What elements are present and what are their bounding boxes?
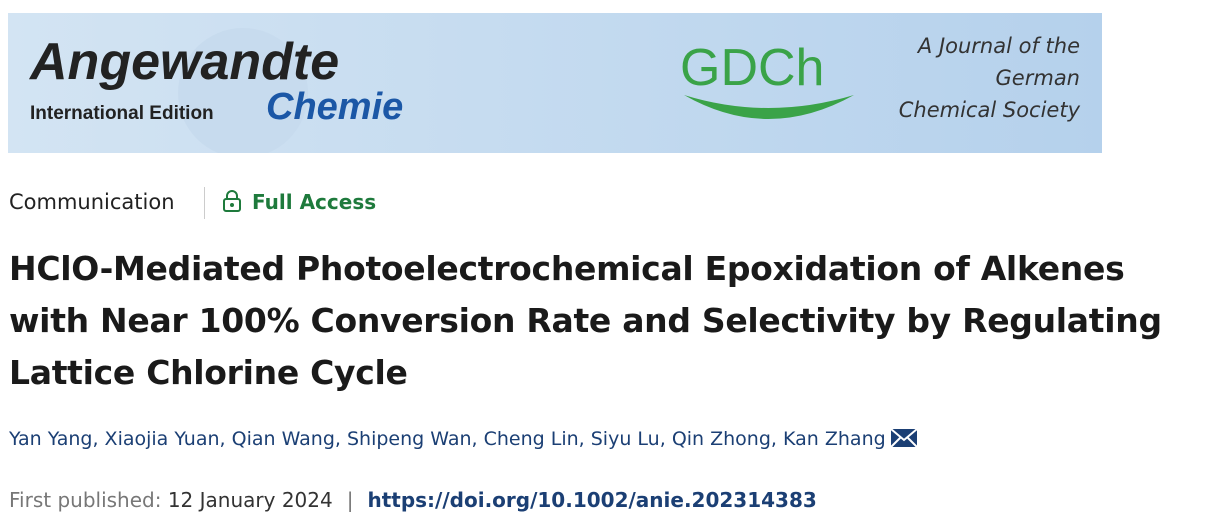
published-label: First published: <box>9 488 162 512</box>
author-separator: , <box>770 428 777 450</box>
divider <box>204 187 205 219</box>
author-separator: , <box>578 428 585 450</box>
logo-swoosh <box>684 95 854 119</box>
society-line: Chemical Society <box>899 98 1081 122</box>
access-badge: Full Access <box>222 190 376 214</box>
author-separator: , <box>659 428 666 450</box>
author-list: Yan Yang, Xiaojia Yuan, Qian Wang, Shipe… <box>9 428 918 450</box>
author-link[interactable]: Siyu Lu <box>590 428 660 450</box>
society-line: A Journal of the <box>916 34 1080 58</box>
author-separator: , <box>219 428 226 450</box>
lock-icon <box>223 190 241 212</box>
author-link[interactable]: Kan Zhang <box>783 428 886 450</box>
doi-link[interactable]: https://doi.org/10.1002/anie.202314383 <box>367 488 817 512</box>
author-separator: , <box>334 428 341 450</box>
title-line: with Near 100% Conversion Rate and Selec… <box>9 301 1162 340</box>
title-line: Lattice Chlorine Cycle <box>9 353 408 392</box>
article-title: HClO-Mediated Photoelectrochemical Epoxi… <box>9 243 1162 399</box>
divider: | <box>346 488 354 512</box>
author-link[interactable]: Shipeng Wan <box>346 428 472 450</box>
journal-name: Angewandte <box>28 33 339 91</box>
author-link[interactable]: Qin Zhong <box>671 428 771 450</box>
edition: International Edition <box>30 103 214 124</box>
journal-subname: Chemie <box>266 86 403 128</box>
publication-info: First published: 12 January 2024 | https:/… <box>9 488 817 512</box>
published-date: 12 January 2024 <box>167 488 333 512</box>
society-line: German <box>996 66 1080 90</box>
email-icon[interactable] <box>889 428 918 448</box>
access-label: Full Access <box>252 190 377 214</box>
author-link[interactable]: Cheng Lin <box>483 428 579 450</box>
author-separator: , <box>92 428 99 450</box>
article-type: Communication <box>9 190 175 214</box>
author-link[interactable]: Qian Wang <box>231 428 335 450</box>
author-link[interactable]: Xiaojia Yuan <box>104 428 220 450</box>
title-line: HClO-Mediated Photoelectrochemical Epoxi… <box>9 249 1125 288</box>
author-separator: , <box>471 428 478 450</box>
author-link[interactable]: Yan Yang <box>9 428 93 450</box>
journal-banner[interactable]: Angewandte International Edition Chemie … <box>8 13 1102 153</box>
society-logo: GDCh <box>680 39 824 97</box>
